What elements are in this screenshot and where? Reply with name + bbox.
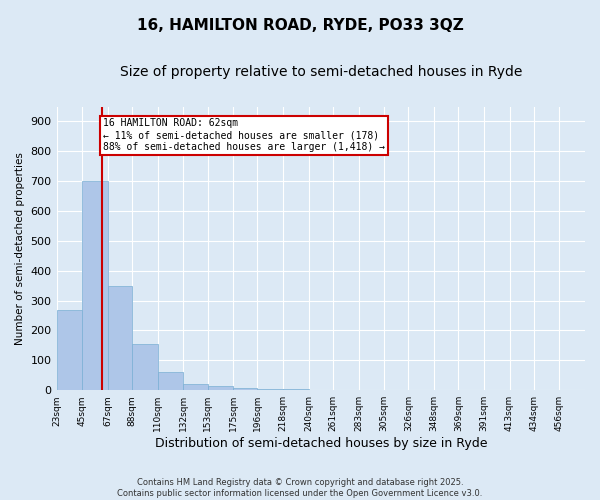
Bar [233,388,257,390]
Title: Size of property relative to semi-detached houses in Ryde: Size of property relative to semi-detach… [119,65,522,79]
Bar [257,388,283,390]
X-axis label: Distribution of semi-detached houses by size in Ryde: Distribution of semi-detached houses by … [155,437,487,450]
Bar [208,386,233,390]
Y-axis label: Number of semi-detached properties: Number of semi-detached properties [15,152,25,345]
Bar [82,181,107,390]
Text: 16 HAMILTON ROAD: 62sqm
← 11% of semi-detached houses are smaller (178)
88% of s: 16 HAMILTON ROAD: 62sqm ← 11% of semi-de… [103,118,385,152]
Bar [56,310,82,390]
Text: Contains HM Land Registry data © Crown copyright and database right 2025.
Contai: Contains HM Land Registry data © Crown c… [118,478,482,498]
Bar [183,384,208,390]
Text: 16, HAMILTON ROAD, RYDE, PO33 3QZ: 16, HAMILTON ROAD, RYDE, PO33 3QZ [137,18,463,32]
Bar [158,372,183,390]
Bar [132,344,158,390]
Bar [283,388,308,390]
Bar [107,286,132,390]
